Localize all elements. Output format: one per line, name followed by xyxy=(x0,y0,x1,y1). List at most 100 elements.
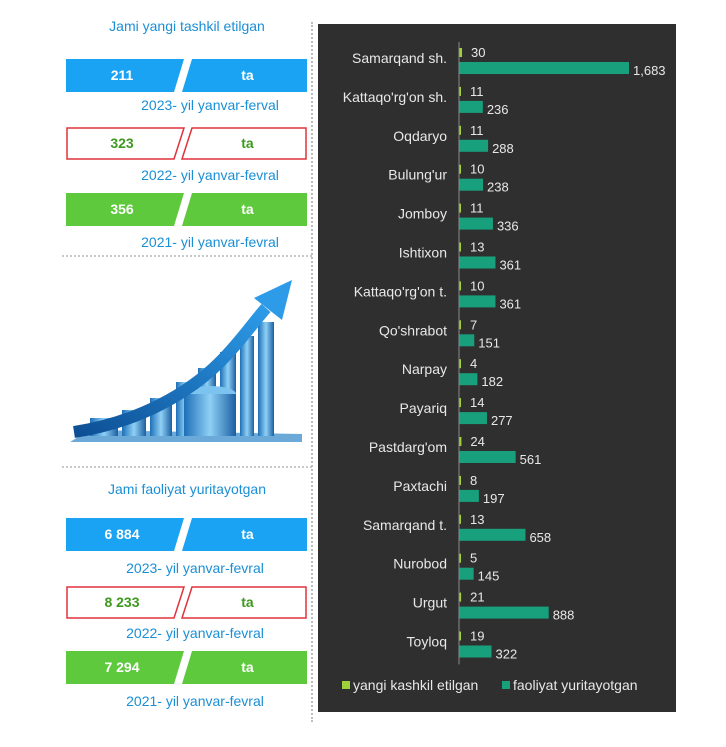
stat-value: 8 233 xyxy=(104,594,140,610)
data-label-active: 658 xyxy=(529,530,551,545)
category-label: Bulung'ur xyxy=(388,167,447,183)
category-label: Jomboy xyxy=(398,206,447,222)
stat-value: 6 884 xyxy=(104,526,140,542)
stat-bg xyxy=(66,518,307,551)
data-label-new: 13 xyxy=(470,240,484,255)
bar-new xyxy=(459,553,461,563)
bar-active xyxy=(459,412,487,425)
stat-caption: 2021- yil yanvar-fevral xyxy=(126,693,264,709)
category-label: Kattaqo'rg'on t. xyxy=(354,283,447,299)
data-label-new: 30 xyxy=(471,45,485,60)
data-label-active: 151 xyxy=(478,335,500,350)
bar-active xyxy=(459,567,474,580)
stat-caption: 2023- yil yanvar-ferval xyxy=(141,97,279,113)
category-label: Narpay xyxy=(402,361,447,377)
data-label-new: 8 xyxy=(470,473,477,488)
stat-unit: ta xyxy=(241,67,254,83)
growth-arrow-city-icon xyxy=(70,272,302,444)
data-label-active: 336 xyxy=(497,219,519,234)
category-label: Oqdaryo xyxy=(393,128,447,144)
bar-new xyxy=(459,242,461,252)
data-label-active: 145 xyxy=(478,569,500,584)
stat-active-2022: 8 233 ta xyxy=(66,586,307,619)
data-label-active: 361 xyxy=(499,296,521,311)
data-label-active: 197 xyxy=(483,491,505,506)
data-label-new: 7 xyxy=(470,317,477,332)
stat-active-2021: 7 294 ta xyxy=(66,651,307,684)
chart-background xyxy=(318,24,676,712)
bar-active xyxy=(459,100,483,113)
bar-new xyxy=(459,475,461,485)
category-label: Qo'shrabot xyxy=(379,322,447,338)
stat-value: 356 xyxy=(110,201,134,217)
divider xyxy=(62,255,312,257)
stat-unit: ta xyxy=(241,526,254,542)
stat-unit: ta xyxy=(241,201,254,217)
category-label: Ishtixon xyxy=(399,245,447,261)
category-label: Toyloq xyxy=(407,634,447,650)
category-label: Urgut xyxy=(413,595,447,611)
data-label-new: 11 xyxy=(470,123,484,138)
bar-new xyxy=(459,398,461,408)
data-label-active: 288 xyxy=(492,141,514,156)
stat-caption: 2023- yil yanvar-fevral xyxy=(126,560,264,576)
data-label-new: 11 xyxy=(470,84,484,99)
legend-swatch-new xyxy=(342,681,350,689)
data-label-active: 236 xyxy=(487,102,509,117)
category-label: Samarqand t. xyxy=(363,517,447,533)
data-label-new: 19 xyxy=(470,629,484,644)
data-label-new: 14 xyxy=(470,395,484,410)
divider xyxy=(62,466,312,468)
legend-swatch-active xyxy=(502,681,510,689)
stat-active-2023: 6 884 ta xyxy=(66,518,307,551)
bar-active xyxy=(459,217,493,230)
category-label: Paxtachi xyxy=(393,478,447,494)
category-label: Nurobod xyxy=(393,556,447,572)
stat-caption: 2021- yil yanvar-fevral xyxy=(141,234,279,250)
bar-active xyxy=(459,451,516,463)
category-label: Pastdarg'om xyxy=(369,439,447,455)
category-label: Samarqand sh. xyxy=(352,50,447,66)
bar-new xyxy=(459,281,461,291)
bar-new xyxy=(459,592,462,602)
bar-new xyxy=(459,164,461,174)
data-label-active: 1,683 xyxy=(633,63,666,78)
stat-caption: 2022- yil yanvar-fevral xyxy=(141,167,279,183)
bar-new xyxy=(459,125,461,135)
data-label-new: 10 xyxy=(470,278,484,293)
stat-new-2021: 356 ta xyxy=(66,193,307,226)
section-active-title: Jami faoliyat yuritayotgan xyxy=(108,481,266,497)
stat-new-2022: 323 ta xyxy=(66,127,307,160)
bar-new xyxy=(459,320,461,330)
stat-bg xyxy=(66,586,307,619)
bar-active xyxy=(459,606,549,619)
category-label: Payariq xyxy=(400,400,447,416)
data-label-new: 11 xyxy=(470,201,484,216)
stat-bg xyxy=(66,127,307,160)
data-label-new: 4 xyxy=(470,356,477,371)
stat-unit: ta xyxy=(241,594,254,610)
panel-divider xyxy=(311,22,313,722)
bar-new xyxy=(459,86,461,96)
bar-active xyxy=(459,256,496,269)
bar-active xyxy=(459,645,492,658)
stat-new-2023: 211 ta xyxy=(66,59,307,92)
stat-value: 323 xyxy=(110,135,134,151)
stat-bg xyxy=(66,193,307,226)
data-label-active: 322 xyxy=(496,647,518,662)
data-label-active: 238 xyxy=(487,180,509,195)
data-label-active: 182 xyxy=(481,374,503,389)
stat-value: 7 294 xyxy=(104,659,140,675)
legend-label-active: faoliyat yuritayotgan xyxy=(513,677,638,693)
stat-unit: ta xyxy=(241,659,254,675)
bar-new xyxy=(459,359,461,369)
bar-active xyxy=(459,373,478,386)
bar-active xyxy=(459,334,475,347)
stat-caption: 2022- yil yanvar-fevral xyxy=(126,625,264,641)
bar-active xyxy=(459,528,526,541)
stat-value: 211 xyxy=(110,67,134,83)
data-label-new: 5 xyxy=(470,551,477,566)
stat-bg xyxy=(66,59,307,92)
data-label-new: 24 xyxy=(470,434,484,449)
section-new-title: Jami yangi tashkil etilgan xyxy=(109,18,265,34)
